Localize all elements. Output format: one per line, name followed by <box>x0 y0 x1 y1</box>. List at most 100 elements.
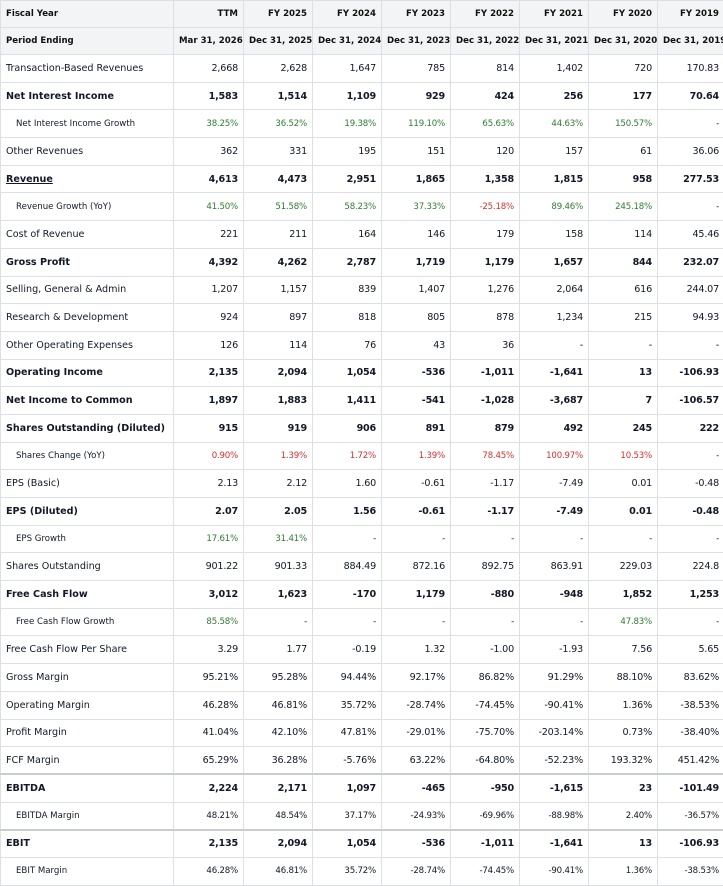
table-cell: 36 <box>451 331 520 359</box>
table-cell: 720 <box>589 55 658 83</box>
table-cell: 76 <box>313 331 382 359</box>
table-cell: 2.13 <box>174 470 244 498</box>
table-cell: 1,657 <box>520 248 589 276</box>
table-cell: 1,207 <box>174 276 244 304</box>
table-cell: 1.60 <box>313 470 382 498</box>
table-cell: - <box>451 525 520 553</box>
table-cell: 1,054 <box>313 830 382 858</box>
row-label-eps-growth: EPS Growth <box>1 525 174 553</box>
table-cell: 17.61% <box>174 525 244 553</box>
row-label-ebitda: EBITDA <box>1 774 174 802</box>
table-cell: -0.48 <box>658 498 723 526</box>
table-cell: 785 <box>382 55 451 83</box>
period-ending-fy2021: Dec 31, 2021 <box>520 28 589 55</box>
table-cell: - <box>658 608 723 636</box>
table-row: Shares Change (YoY)0.90%1.39%1.72%1.39%7… <box>1 442 723 470</box>
table-cell: 277.53 <box>658 165 723 193</box>
table-cell: -52.23% <box>520 747 589 775</box>
table-cell: -1.17 <box>451 470 520 498</box>
table-cell: 41.50% <box>174 193 244 221</box>
table-cell: -0.61 <box>382 498 451 526</box>
table-cell: 43 <box>382 331 451 359</box>
table-cell: 1,179 <box>451 248 520 276</box>
table-cell: -1,011 <box>451 359 520 387</box>
table-cell: 839 <box>313 276 382 304</box>
table-cell: 1,054 <box>313 359 382 387</box>
table-cell: 1.36% <box>589 691 658 719</box>
table-cell: -1.00 <box>451 636 520 664</box>
table-cell: 114 <box>589 221 658 249</box>
table-cell: 1,411 <box>313 387 382 415</box>
table-cell: 221 <box>174 221 244 249</box>
column-header-fy2020[interactable]: FY 2020 <box>589 1 658 28</box>
table-cell: 58.23% <box>313 193 382 221</box>
table-cell: 7 <box>589 387 658 415</box>
table-cell: 13 <box>589 359 658 387</box>
table-cell: 2,171 <box>244 774 313 802</box>
row-label-ebitda-margin: EBITDA Margin <box>1 802 174 830</box>
column-header-fy2019[interactable]: FY 2019 <box>658 1 723 28</box>
table-cell: -101.49 <box>658 774 723 802</box>
table-cell: 177 <box>589 82 658 110</box>
table-cell: 0.73% <box>589 719 658 747</box>
column-header-fy2023[interactable]: FY 2023 <box>382 1 451 28</box>
table-cell: 2,787 <box>313 248 382 276</box>
table-cell: 170.83 <box>658 55 723 83</box>
table-cell: 4,613 <box>174 165 244 193</box>
table-cell: 616 <box>589 276 658 304</box>
table-cell: 83.62% <box>658 664 723 692</box>
row-label-ebit: EBIT <box>1 830 174 858</box>
table-cell: 1,407 <box>382 276 451 304</box>
table-cell: 1,897 <box>174 387 244 415</box>
table-cell: 42.10% <box>244 719 313 747</box>
table-cell: 47.81% <box>313 719 382 747</box>
table-cell: 331 <box>244 138 313 166</box>
table-cell: -1,641 <box>520 359 589 387</box>
table-cell: 157 <box>520 138 589 166</box>
table-cell: 19.38% <box>313 110 382 138</box>
table-cell: 95.21% <box>174 664 244 692</box>
table-cell: 7.56 <box>589 636 658 664</box>
table-cell: 10.53% <box>589 442 658 470</box>
row-label-free-cash-flow: Free Cash Flow <box>1 581 174 609</box>
column-header-ttm[interactable]: TTM <box>174 1 244 28</box>
table-cell: 1,883 <box>244 387 313 415</box>
column-header-fy2022[interactable]: FY 2022 <box>451 1 520 28</box>
table-cell: - <box>658 193 723 221</box>
table-cell: 1,852 <box>589 581 658 609</box>
table-cell: -36.57% <box>658 802 723 830</box>
table-cell: 1,234 <box>520 304 589 332</box>
table-cell: 1.72% <box>313 442 382 470</box>
column-header-fy2025[interactable]: FY 2025 <box>244 1 313 28</box>
table-cell: 451.42% <box>658 747 723 775</box>
table-cell: 195 <box>313 138 382 166</box>
table-cell: 818 <box>313 304 382 332</box>
table-row: Revenue Growth (YoY)41.50%51.58%58.23%37… <box>1 193 723 221</box>
row-label-revenue[interactable]: Revenue <box>1 165 174 193</box>
row-label-free-cash-flow-growth: Free Cash Flow Growth <box>1 608 174 636</box>
table-cell: - <box>589 525 658 553</box>
table-cell: -88.98% <box>520 802 589 830</box>
table-cell: -1,615 <box>520 774 589 802</box>
row-label-revenue-growth-yoy: Revenue Growth (YoY) <box>1 193 174 221</box>
table-cell: 45.46 <box>658 221 723 249</box>
table-cell: 256 <box>520 82 589 110</box>
table-cell: 0.90% <box>174 442 244 470</box>
table-cell: 1,865 <box>382 165 451 193</box>
table-cell: -90.41% <box>520 857 589 885</box>
table-cell: 2.40% <box>589 802 658 830</box>
column-header-fy2021[interactable]: FY 2021 <box>520 1 589 28</box>
table-cell: 1.39% <box>244 442 313 470</box>
table-cell: 2,135 <box>174 830 244 858</box>
column-header-fy2024[interactable]: FY 2024 <box>313 1 382 28</box>
table-cell: 36.28% <box>244 747 313 775</box>
table-cell: 884.49 <box>313 553 382 581</box>
